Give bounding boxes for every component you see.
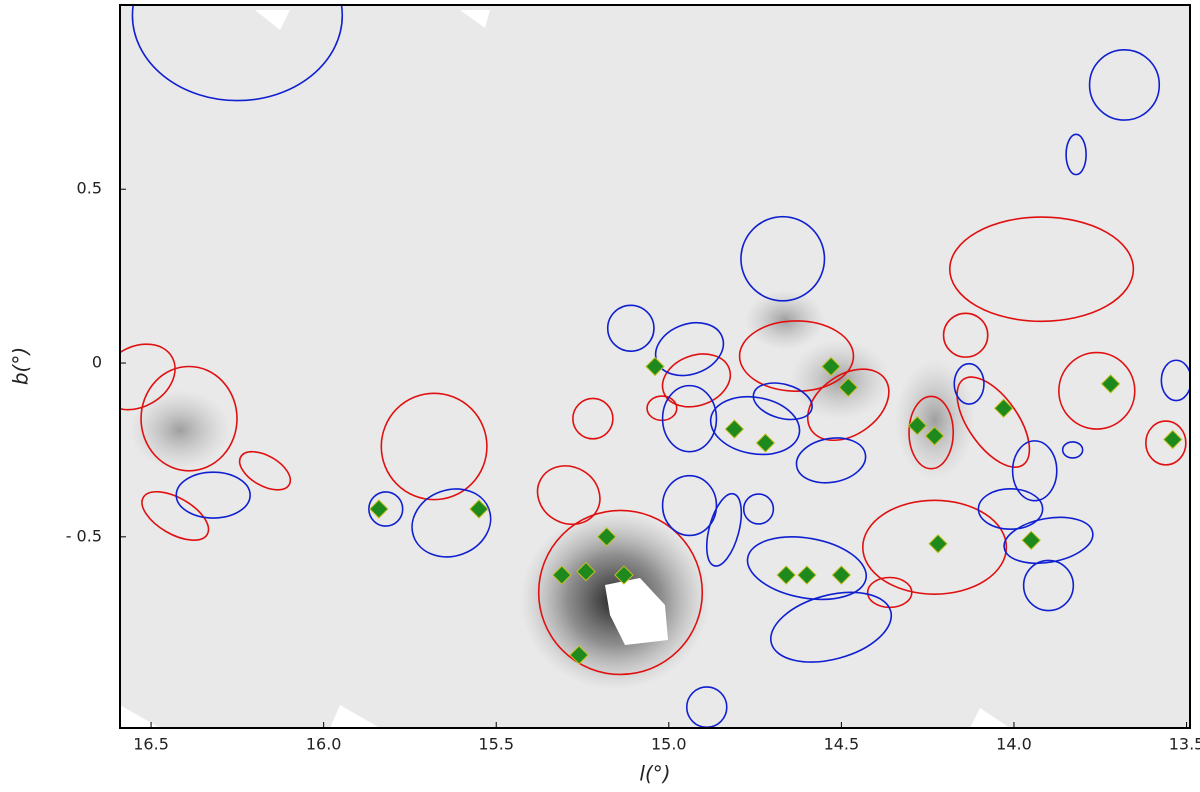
source-marker [596,527,617,547]
source-marker [831,565,852,585]
source-marker [924,426,945,446]
x-tick-label: 14.0 [996,735,1032,754]
source-marker [821,356,841,377]
x-tick-label: 16.0 [306,735,342,754]
source-marker [469,499,489,519]
source-ellipse [752,382,813,421]
source-marker [776,565,796,585]
source-ellipse [606,304,655,353]
source-marker [1163,429,1183,450]
y-tick-label: - 0.5 [66,526,102,545]
source-marker [614,565,634,585]
source-marker [576,561,596,582]
source-ellipse [1011,440,1058,502]
source-marker [838,377,858,398]
y-tick-label: 0.5 [77,179,102,198]
source-ellipse [948,216,1135,323]
source-ellipse [1160,359,1190,402]
source-ellipse [368,491,404,527]
source-ellipse [956,376,1031,468]
x-tick-label: 14.5 [824,735,860,754]
source-ellipse [1145,420,1187,466]
plot-frame [119,4,1191,729]
source-marker [928,534,948,554]
x-axis-label: l(°) [639,762,670,786]
source-ellipse [537,509,704,676]
source-ellipse [806,368,890,442]
source-marker [1021,530,1041,551]
source-ellipse [141,490,210,541]
source-ellipse [411,488,492,558]
source-ellipse [131,5,344,102]
source-ellipse [705,492,743,567]
sky-image [120,5,1190,728]
source-ellipse [861,499,1008,595]
source-marker [724,419,745,439]
source-marker [369,499,389,519]
source-ellipse [746,536,868,601]
source-ellipse [742,493,775,525]
source-marker [552,565,572,585]
y-tick-label: 0 [92,353,102,372]
source-ellipse [942,312,989,358]
source-ellipse [1065,133,1087,176]
source-ellipse [175,471,251,519]
x-tick-label: 13.5 [1169,735,1200,754]
overlay [120,5,1190,728]
source-marker [1100,374,1121,394]
source-ellipse [1061,441,1084,459]
x-tick-label: 15.0 [651,735,687,754]
source-ellipse [661,384,718,453]
source-ellipse [140,365,238,472]
y-axis-label: b(°) [9,347,33,385]
source-ellipse [661,474,718,537]
source-ellipse [769,591,893,663]
x-tick-label: 16.5 [133,735,169,754]
source-ellipse [738,320,855,392]
source-ellipse [572,397,614,440]
source-marker [645,356,665,377]
source-ellipse [120,343,176,411]
source-ellipse [795,437,867,484]
source-ellipse [709,395,801,456]
source-ellipse [661,353,732,408]
source-marker [797,565,817,585]
source-ellipse [536,465,601,526]
x-tick-label: 15.5 [478,735,514,754]
source-marker [907,415,928,436]
source-ellipse [1088,49,1161,121]
source-ellipse [908,395,955,470]
source-ellipse [380,392,488,501]
source-ellipse [977,488,1044,530]
source-ellipse [740,215,826,302]
source-ellipse [1058,351,1136,430]
source-ellipse [953,362,985,405]
source-ellipse [238,450,292,491]
source-marker [569,645,589,665]
source-marker [755,433,776,453]
source-ellipse [1003,516,1094,565]
source-marker [993,398,1014,418]
source-ellipse [1022,559,1075,612]
